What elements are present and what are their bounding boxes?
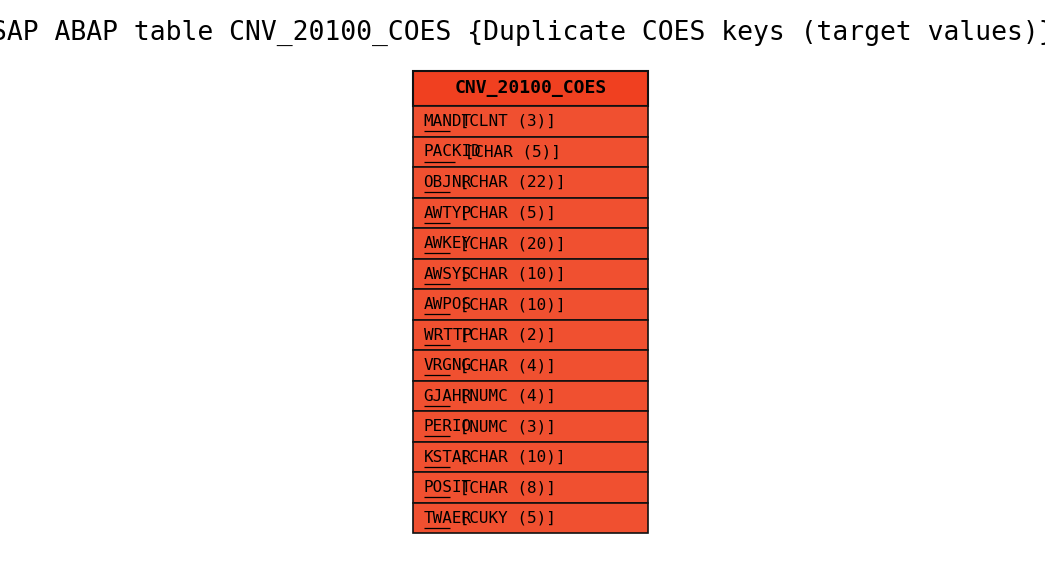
Text: PACKID: PACKID	[423, 145, 482, 159]
Text: AWPOS: AWPOS	[423, 297, 471, 312]
FancyBboxPatch shape	[414, 71, 648, 106]
FancyBboxPatch shape	[414, 472, 648, 503]
FancyBboxPatch shape	[414, 381, 648, 411]
FancyBboxPatch shape	[414, 503, 648, 533]
Text: AWTYP: AWTYP	[423, 206, 471, 220]
FancyBboxPatch shape	[414, 289, 648, 320]
Text: [CHAR (22)]: [CHAR (22)]	[450, 175, 565, 190]
Text: [CHAR (8)]: [CHAR (8)]	[450, 480, 556, 495]
Text: POSIT: POSIT	[423, 480, 471, 495]
FancyBboxPatch shape	[414, 411, 648, 442]
Text: GJAHR: GJAHR	[423, 389, 471, 403]
FancyBboxPatch shape	[414, 320, 648, 350]
Text: [CHAR (2)]: [CHAR (2)]	[450, 328, 556, 342]
Text: VRGNG: VRGNG	[423, 358, 471, 373]
FancyBboxPatch shape	[414, 167, 648, 198]
Text: [CUKY (5)]: [CUKY (5)]	[450, 511, 556, 525]
Text: AWSYS: AWSYS	[423, 267, 471, 281]
Text: [CHAR (10)]: [CHAR (10)]	[450, 450, 565, 464]
Text: PERIO: PERIO	[423, 419, 471, 434]
Text: [CHAR (10)]: [CHAR (10)]	[450, 297, 565, 312]
FancyBboxPatch shape	[414, 350, 648, 381]
FancyBboxPatch shape	[414, 137, 648, 167]
FancyBboxPatch shape	[414, 259, 648, 289]
Text: KSTAR: KSTAR	[423, 450, 471, 464]
Text: WRTTP: WRTTP	[423, 328, 471, 342]
Text: MANDT: MANDT	[423, 114, 471, 129]
Text: [CLNT (3)]: [CLNT (3)]	[450, 114, 556, 129]
Text: [CHAR (10)]: [CHAR (10)]	[450, 267, 565, 281]
Text: [NUMC (3)]: [NUMC (3)]	[450, 419, 556, 434]
Text: SAP ABAP table CNV_20100_COES {Duplicate COES keys (target values)}: SAP ABAP table CNV_20100_COES {Duplicate…	[0, 20, 1045, 46]
Text: OBJNR: OBJNR	[423, 175, 471, 190]
FancyBboxPatch shape	[414, 106, 648, 137]
Text: AWKEY: AWKEY	[423, 236, 471, 251]
Text: [CHAR (4)]: [CHAR (4)]	[450, 358, 556, 373]
FancyBboxPatch shape	[414, 198, 648, 228]
Text: TWAER: TWAER	[423, 511, 471, 525]
Text: [NUMC (4)]: [NUMC (4)]	[450, 389, 556, 403]
Text: CNV_20100_COES: CNV_20100_COES	[455, 80, 606, 97]
Text: [CHAR (5)]: [CHAR (5)]	[456, 145, 561, 159]
Text: [CHAR (5)]: [CHAR (5)]	[450, 206, 556, 220]
Text: [CHAR (20)]: [CHAR (20)]	[450, 236, 565, 251]
FancyBboxPatch shape	[414, 442, 648, 472]
FancyBboxPatch shape	[414, 228, 648, 259]
